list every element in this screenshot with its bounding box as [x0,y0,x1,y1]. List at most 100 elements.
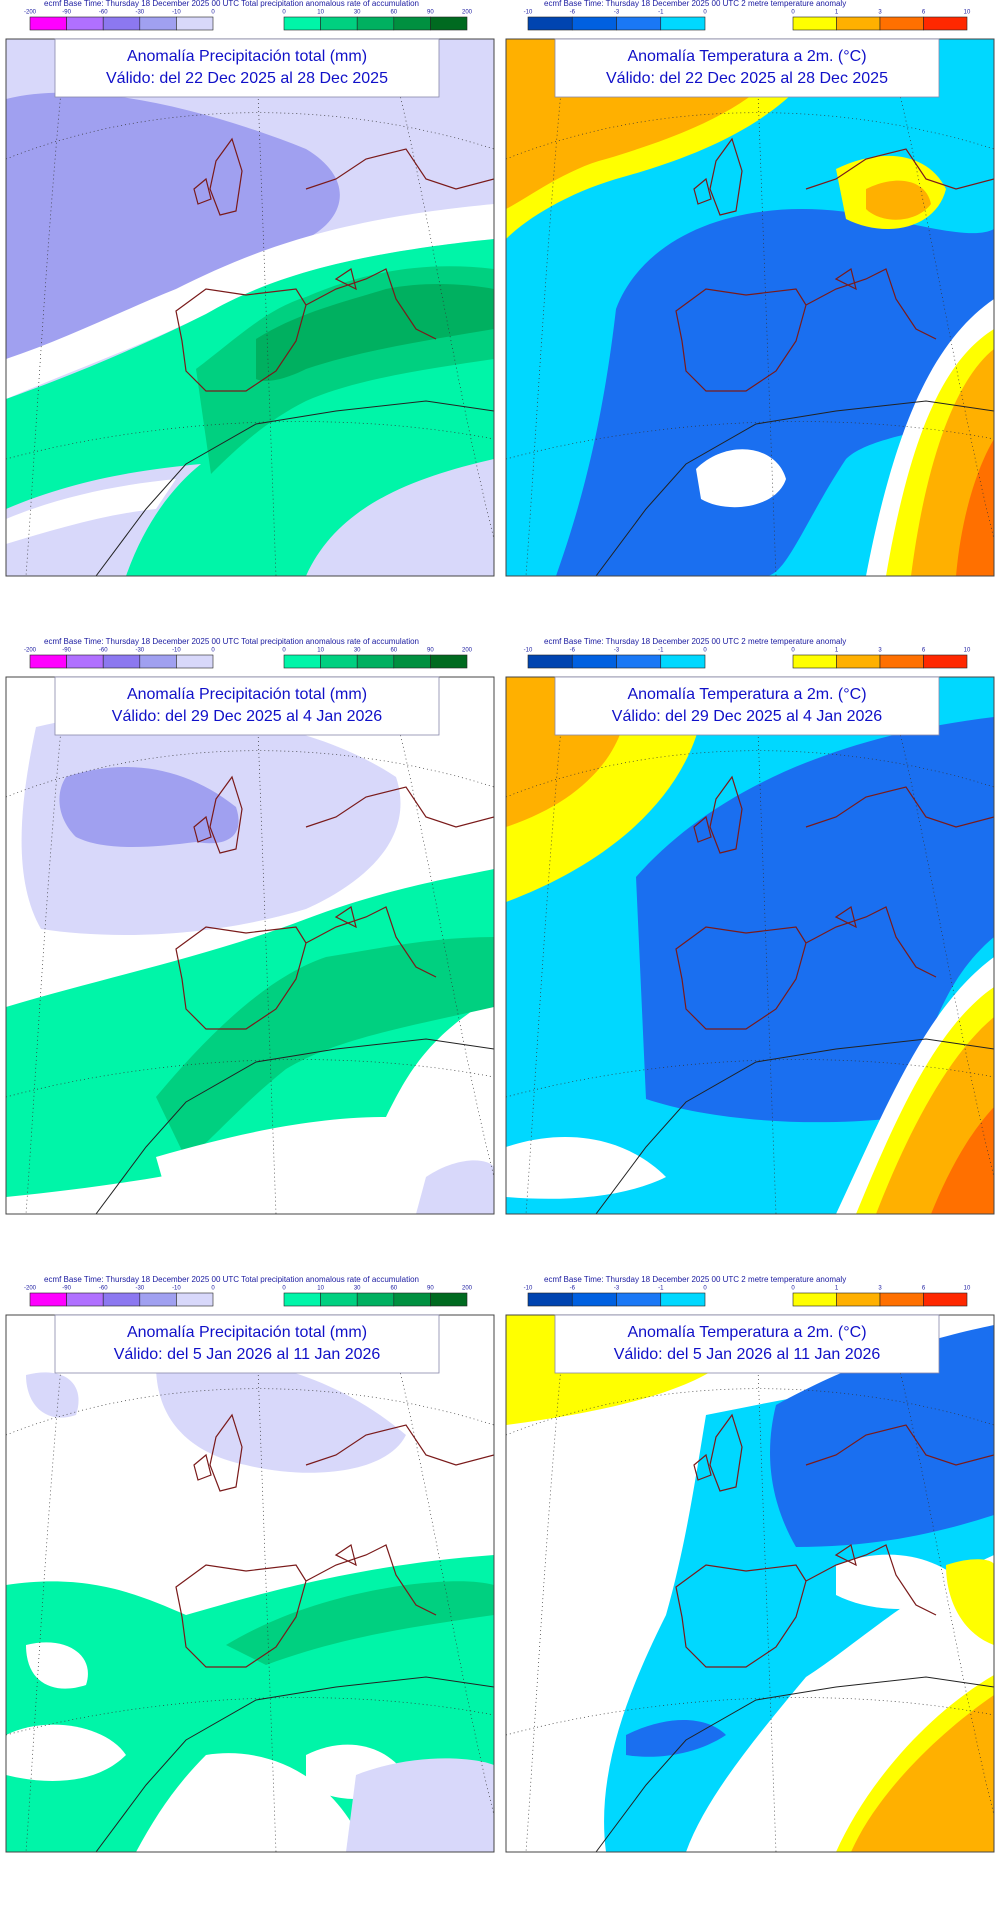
legend-swatch [527,16,573,31]
legend-swatch [616,1292,662,1307]
map-title: Anomalía Temperatura a 2m. (°C) [627,686,866,703]
map-title: Anomalía Precipitación total (mm) [127,48,367,65]
map: Anomalía Precipitación total (mm) Válido:… [5,38,495,577]
legend-tick-label: 0 [703,1286,707,1292]
map-area [6,677,494,1214]
legend-swatch [393,654,431,669]
panel: ecmf Base Time: Thursday 18 December 202… [505,1275,995,1853]
map-area [506,39,994,576]
anomaly-area [6,1724,126,1781]
coastline [675,775,994,1030]
panel: ecmf Base Time: Thursday 18 December 202… [5,637,495,1215]
map-validity: Válido: del 5 Jan 2026 al 11 Jan 2026 [614,1346,881,1363]
legend-tick-label: -60 [99,1286,108,1292]
anomaly-area [866,180,931,220]
legend-tick-label: -30 [135,648,144,654]
legend-swatch [571,1292,617,1307]
legend-swatch [616,654,662,669]
map-validity: Válido: del 5 Jan 2026 al 11 Jan 2026 [114,1346,381,1363]
legend-tick-label: -1 [658,1286,664,1292]
legend-tick-label: -6 [570,10,576,16]
anomaly-area [636,717,994,1123]
panel-header: ecmf Base Time: Thursday 18 December 202… [44,637,419,646]
legend-tick-label: 0 [211,10,215,16]
legend-tick-label: -3 [614,10,620,16]
anomaly-area [506,1137,666,1199]
anomaly-area [226,1581,494,1665]
legend-tick-label: -3 [614,1286,620,1292]
legend-swatch [139,16,177,31]
legend-tick-label: -200 [24,10,37,16]
map-validity: Válido: del 29 Dec 2025 al 4 Jan 2026 [612,708,883,725]
graticule [6,1388,494,1436]
anomaly-area [626,1720,726,1757]
legend-tick-label: -90 [62,10,71,16]
legend-swatch [320,654,358,669]
legend-swatch [102,1292,141,1307]
legend-swatch [430,1292,468,1307]
title-box [554,38,940,98]
legend-tick-label: 0 [791,1286,795,1292]
legend-swatch [527,1292,573,1307]
legend-tick-label: -6 [570,1286,576,1292]
anomaly-area [156,937,494,1159]
map-area [6,39,494,576]
legend-tick-label: 90 [427,648,434,654]
legend-swatch [393,16,431,31]
legend-tick-label: 10 [964,1286,971,1292]
legend-swatch [879,654,924,669]
legend-tick-label: -90 [62,648,71,654]
title-box [54,38,440,98]
legend-swatch [356,654,395,669]
legend-swatch [792,1292,837,1307]
legend-swatch [320,16,358,31]
border [95,1038,494,1214]
legend-swatch [139,1292,177,1307]
legend-tick-label: 6 [922,10,926,16]
legend-swatch [616,16,662,31]
legend-swatch [176,1292,214,1307]
anomaly-area [26,1642,88,1689]
anomaly-area [946,1559,994,1645]
legend-swatch [879,1292,924,1307]
map: Anomalía Temperatura a 2m. (°C) Válido: d… [505,38,995,577]
legend-tick-label: -1 [658,10,664,16]
legend-tick-label: 0 [703,648,707,654]
legend-swatch [923,1292,968,1307]
legend-swatch [102,654,141,669]
graticule [506,1059,994,1098]
map-area [6,1315,494,1852]
legend-swatch [430,16,468,31]
panel: ecmf Base Time: Thursday 18 December 202… [5,1275,495,1853]
map-validity: Válido: del 22 Dec 2025 al 28 Dec 2025 [606,70,888,87]
legend-tick-label: -200 [24,1286,37,1292]
legend-swatch [660,1292,706,1307]
legend-tick-label: 30 [354,1286,361,1292]
legend-tick-label: 200 [462,10,473,16]
legend-swatch [923,16,968,31]
border [95,1676,494,1852]
legend-tick-label: 200 [462,648,473,654]
map-validity: Válido: del 29 Dec 2025 al 4 Jan 2026 [112,708,383,725]
anomaly-area [156,1358,406,1473]
legend-swatch [879,16,924,31]
coastline [675,1413,994,1668]
coastline [175,137,494,392]
legend-tick-label: -10 [524,648,533,654]
anomaly-area [346,1758,494,1852]
legend-swatch [176,654,214,669]
panel-header: ecmf Base Time: Thursday 18 December 202… [544,0,846,8]
legend-tick-label: 0 [282,648,286,654]
graticule [255,677,277,1214]
legend-swatch [356,1292,395,1307]
map: Anomalía Precipitación total (mm) Válido:… [5,1314,495,1853]
legend-tick-label: 0 [282,1286,286,1292]
legend-swatch [283,1292,321,1307]
legend-swatch [836,1292,881,1307]
legend-tick-label: 30 [354,648,361,654]
legend-swatch [176,16,214,31]
legend-tick-label: -30 [135,10,144,16]
legend-tick-label: -3 [614,648,620,654]
graticule [6,112,494,160]
